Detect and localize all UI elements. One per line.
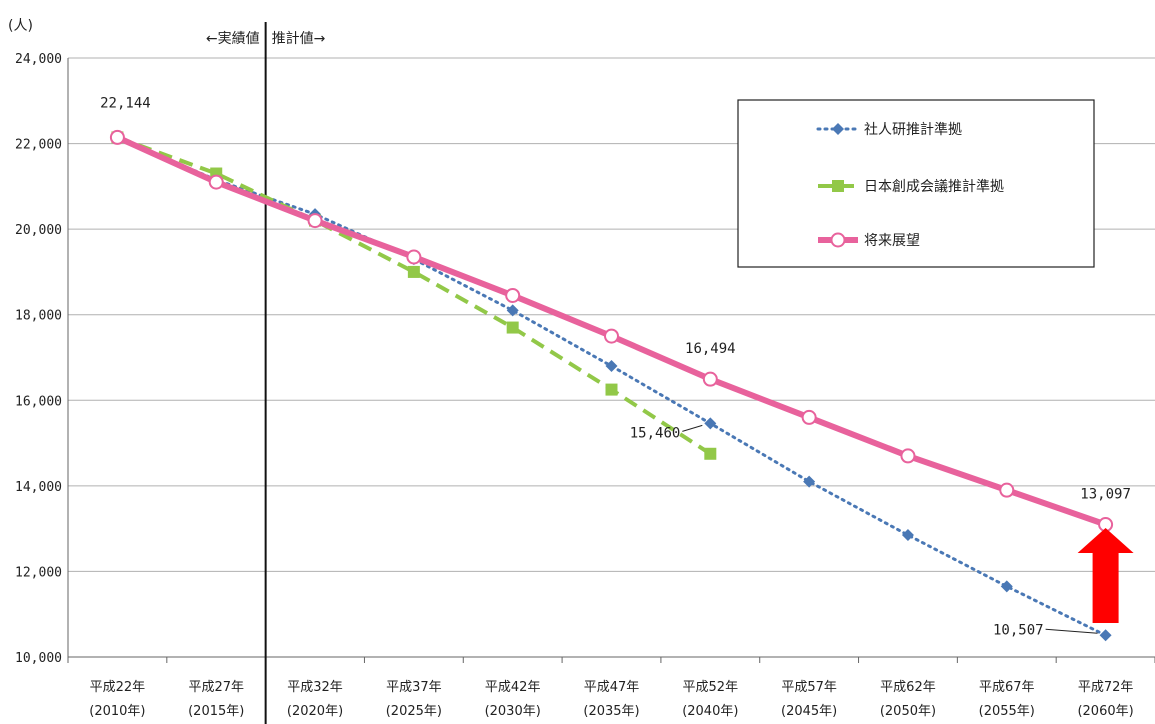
x-tick-sublabel: (2025年) xyxy=(386,704,442,719)
x-tick-sublabel: (2020年) xyxy=(287,704,343,719)
x-tick-label: 平成62年 xyxy=(880,680,936,695)
y-tick-label: 10,000 xyxy=(15,651,62,666)
x-tick-sublabel: (2050年) xyxy=(880,704,936,719)
legend-box xyxy=(737,99,1095,268)
data-point-diamond xyxy=(605,360,618,373)
y-tick-label: 14,000 xyxy=(15,480,62,495)
data-point-circle xyxy=(406,249,422,265)
data-point-diamond xyxy=(1099,629,1112,642)
x-tick-label: 平成22年 xyxy=(90,680,146,695)
x-tick-sublabel: (2045年) xyxy=(781,704,837,719)
data-point-diamond xyxy=(803,475,816,488)
data-point-diamond xyxy=(1000,580,1013,593)
data-label: 15,460 xyxy=(630,425,681,441)
y-unit-label: (人) xyxy=(8,18,33,34)
data-point-square xyxy=(506,321,519,334)
data-point-circle xyxy=(702,371,718,387)
x-tick-sublabel: (2060年) xyxy=(1077,704,1133,719)
data-point-circle xyxy=(505,287,521,303)
y-tick-label: 22,000 xyxy=(15,138,62,153)
data-point-circle xyxy=(109,129,125,145)
x-tick-label: 平成72年 xyxy=(1078,680,1134,695)
x-tick-label: 平成47年 xyxy=(584,680,640,695)
x-tick-sublabel: (2055年) xyxy=(979,704,1035,719)
data-label-leader xyxy=(1045,628,1098,634)
data-point-square xyxy=(407,265,420,278)
data-label-leader xyxy=(682,424,703,432)
data-point-square xyxy=(832,180,844,192)
x-tick-label: 平成57年 xyxy=(781,680,837,695)
x-tick-sublabel: (2030年) xyxy=(485,704,541,719)
data-point-circle xyxy=(999,482,1015,498)
data-point-square xyxy=(704,447,717,460)
y-tick-label: 24,000 xyxy=(15,52,62,67)
legend-item: 将来展望 xyxy=(818,232,920,249)
data-point-diamond xyxy=(704,417,717,430)
data-point-circle xyxy=(830,232,846,248)
data-point-diamond xyxy=(506,304,519,317)
x-tick-label: 平成37年 xyxy=(386,680,442,695)
x-tick-label: 平成27年 xyxy=(188,680,244,695)
x-tick-sublabel: (2015年) xyxy=(188,704,244,719)
x-tick-sublabel: (2010年) xyxy=(89,704,145,719)
x-tick-label: 平成42年 xyxy=(485,680,541,695)
data-point-circle xyxy=(208,174,224,190)
divider-projected-label: 推計値→ xyxy=(272,31,326,47)
legend-label: 社人研推計準拠 xyxy=(864,122,962,138)
data-point-diamond xyxy=(832,123,844,135)
x-tick-sublabel: (2040年) xyxy=(682,704,738,719)
legend-label: 日本創成会議推計準拠 xyxy=(864,178,1004,195)
data-point-square xyxy=(605,383,618,396)
data-point-circle xyxy=(307,213,323,229)
divider-actual-label: ←実績値 xyxy=(206,31,260,47)
y-tick-label: 16,000 xyxy=(15,394,62,409)
data-label: 13,097 xyxy=(1080,486,1131,502)
series-2 xyxy=(109,129,1114,532)
up-arrow-icon xyxy=(1077,528,1134,623)
y-tick-label: 12,000 xyxy=(15,565,62,580)
legend-item: 日本創成会議推計準拠 xyxy=(818,178,1004,195)
data-point-circle xyxy=(900,448,916,464)
y-tick-label: 20,000 xyxy=(15,223,62,238)
legend-label: 将来展望 xyxy=(864,233,920,249)
data-point-circle xyxy=(604,328,619,344)
x-tick-label: 平成32年 xyxy=(287,680,343,695)
legend-item: 社人研推計準拠 xyxy=(816,122,962,138)
data-label: 10,507 xyxy=(993,622,1044,638)
x-tick-label: 平成67年 xyxy=(979,680,1035,695)
data-point-circle xyxy=(801,409,817,425)
series-1 xyxy=(111,131,717,460)
x-tick-label: 平成52年 xyxy=(683,680,739,695)
data-label: 16,494 xyxy=(685,341,736,357)
data-point-diamond xyxy=(901,529,914,542)
x-tick-sublabel: (2035年) xyxy=(583,704,639,719)
y-tick-label: 18,000 xyxy=(15,309,62,324)
data-label: 22,144 xyxy=(100,95,151,111)
series-line xyxy=(116,135,712,456)
